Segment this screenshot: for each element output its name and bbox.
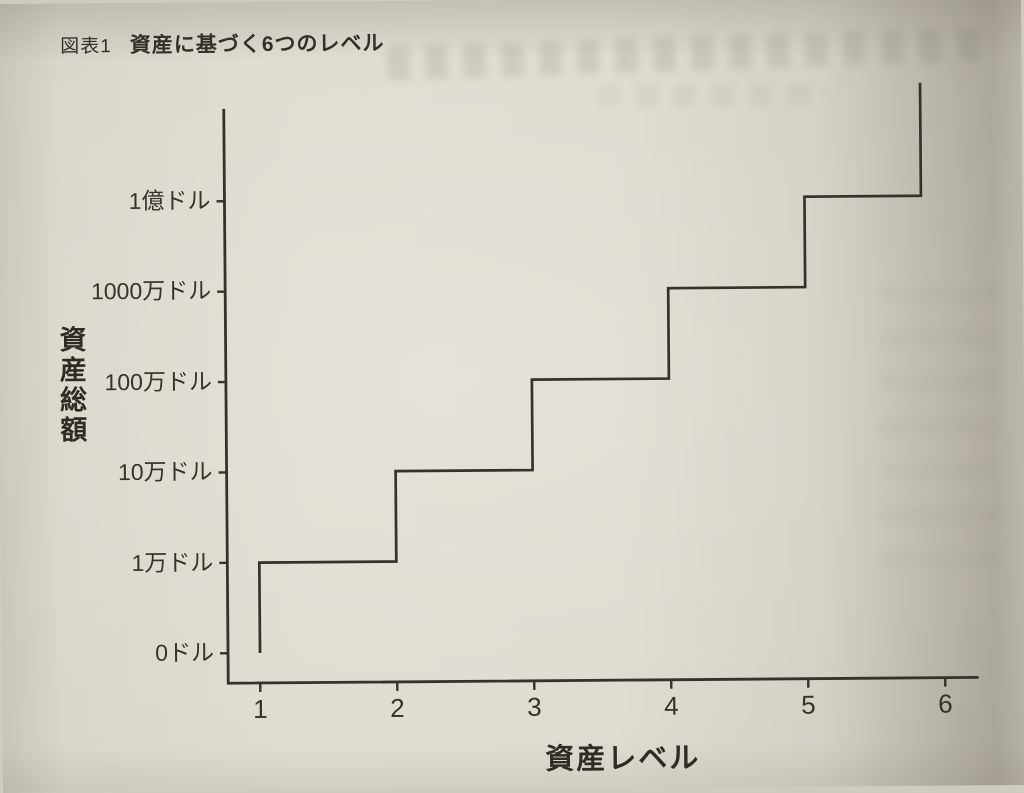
x-tick-label: 5 [786,691,830,720]
x-tick-label: 1 [238,695,282,724]
chart-axes [224,104,977,683]
x-tick-label: 4 [649,692,693,721]
y-tick-label: 1万ドル [41,550,213,577]
asset-step-line [256,83,925,653]
axis-tick-marks [216,196,945,693]
y-tick-label: 0ドル [42,640,214,667]
y-tick-label: 100万ドル [40,369,212,396]
y-tick-label: 1000万ドル [39,279,211,306]
x-tick-label: 6 [923,689,967,718]
x-tick-label: 2 [375,694,419,723]
x-tick-label: 3 [512,693,556,722]
x-axis-title: 資産レベル [473,734,773,778]
y-tick-label: 1億ドル [38,188,210,215]
y-tick-label: 10万ドル [41,460,213,487]
